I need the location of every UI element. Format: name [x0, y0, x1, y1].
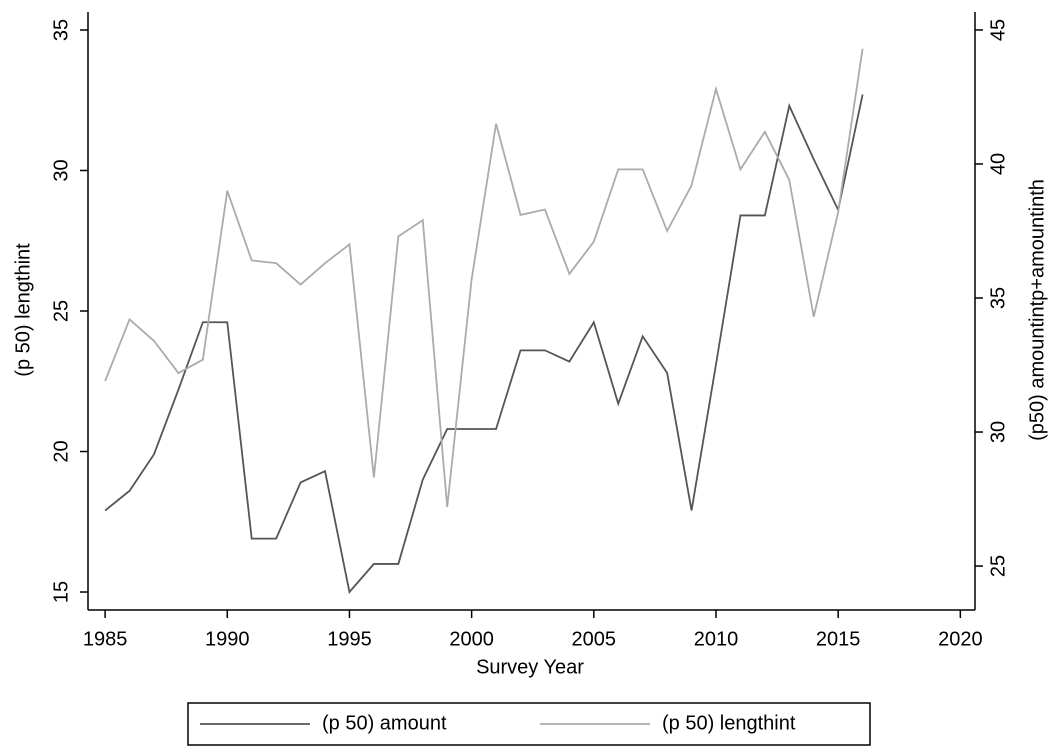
y-tick-label: 35 — [50, 19, 72, 41]
series-line — [104, 94, 864, 594]
y2-tick-label: 40 — [987, 153, 1009, 175]
x-axis-title: Survey Year — [476, 656, 584, 678]
x-tick-label: 2000 — [449, 628, 494, 650]
legend-label: (p 50) lengthint — [662, 712, 796, 734]
y-tick-label: 20 — [50, 440, 72, 462]
x-tick-label: 2015 — [816, 628, 861, 650]
x-tick-label: 1990 — [205, 628, 250, 650]
y2-tick-label: 25 — [987, 555, 1009, 577]
y2-tick-label: 30 — [987, 421, 1009, 443]
x-tick-label: 2005 — [572, 628, 617, 650]
y-tick-label: 15 — [50, 581, 72, 603]
x-tick-label: 1995 — [327, 628, 372, 650]
y2-tick-label: 35 — [987, 287, 1009, 309]
x-tick-label: 2010 — [694, 628, 739, 650]
y-tick-label: 25 — [50, 300, 72, 322]
y2-axis-title: (p50) amountintp+amountinth — [1026, 179, 1048, 441]
y2-tick-label: 45 — [987, 19, 1009, 41]
y-axis-title: (p 50) lengthint — [12, 243, 34, 377]
legend-label: (p 50) amount — [322, 712, 447, 734]
x-tick-label: 2020 — [938, 628, 983, 650]
y-tick-label: 30 — [50, 159, 72, 181]
series-line — [104, 48, 864, 508]
x-tick-label: 1985 — [83, 628, 128, 650]
